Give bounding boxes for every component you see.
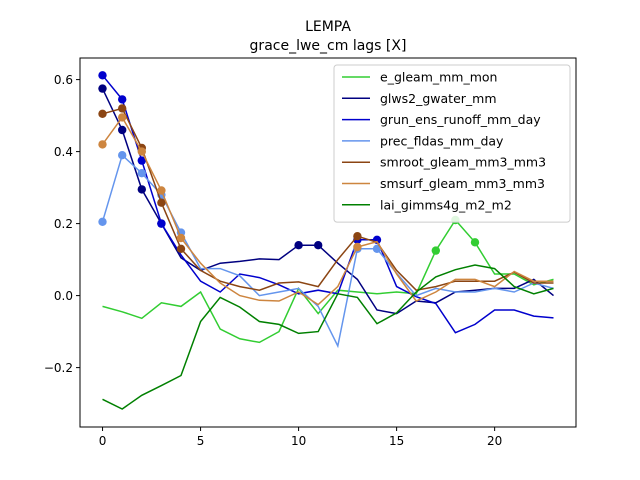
series-line-glws2_gwater_mm xyxy=(101,88,554,315)
x-axis-ticks: 0 5 10 15 20 xyxy=(99,427,502,448)
data-point-glws2_gwater_mm xyxy=(314,241,323,250)
legend: e_gleam_mm_mon glws2_gwater_mm grun_ens_ru… xyxy=(333,64,571,223)
legend-label-glws2_gwater_mm: glws2_gwater_mm xyxy=(380,91,497,106)
data-point-glws2_gwater_mm xyxy=(98,84,107,93)
series-line-prec_fldas_mm_day xyxy=(101,153,554,349)
legend-box xyxy=(333,64,571,223)
legend-label-smsurf_gleam_mm3_mm3: smsurf_gleam_mm3_mm3 xyxy=(380,176,545,191)
data-point-smsurf_gleam_mm3_mm3 xyxy=(118,113,127,122)
y-tick-label: 0.4 xyxy=(54,145,73,159)
data-point-prec_fldas_mm_day xyxy=(118,151,127,160)
data-point-glws2_gwater_mm xyxy=(294,241,303,250)
data-point-e_gleam_mm_mon xyxy=(470,238,480,247)
plot-frame xyxy=(79,57,577,428)
data-point-smroot_gleam_mm3_mm3 xyxy=(118,104,127,113)
series-line-lai_gimms4g_m2_m2 xyxy=(102,264,554,410)
legend-label-grun_ens_runoff_mm_day: grun_ens_runoff_mm_day xyxy=(380,112,541,127)
x-tick-label: 0 xyxy=(99,434,107,448)
data-point-smroot_gleam_mm3_mm3 xyxy=(176,244,186,253)
x-tick-label: 20 xyxy=(487,434,502,448)
data-point-smsurf_gleam_mm3_mm3 xyxy=(137,147,146,156)
x-tick-label: 5 xyxy=(197,434,205,448)
y-tick-label: 0.6 xyxy=(54,73,73,87)
series-line-smsurf_gleam_mm3_mm3 xyxy=(101,116,554,306)
data-point-e_gleam_mm_mon xyxy=(431,246,440,255)
data-point-glws2_gwater_mm xyxy=(137,185,146,194)
data-point-grun_ens_runoff_mm_day xyxy=(137,156,146,165)
data-point-glws2_gwater_mm xyxy=(118,125,127,135)
y-tick-label: 0.2 xyxy=(54,217,73,231)
data-point-smroot_gleam_mm3_mm3 xyxy=(98,109,107,119)
data-point-smsurf_gleam_mm3_mm3 xyxy=(176,233,186,243)
y-tick-label: 0.0 xyxy=(54,289,73,303)
legend-label-lai_gimms4g_m2_m2: lai_gimms4g_m2_m2 xyxy=(380,197,512,212)
x-tick-label: 15 xyxy=(389,434,404,448)
legend-label-smroot_gleam_mm3_mm3: smroot_gleam_mm3_mm3 xyxy=(380,155,546,170)
data-point-grun_ens_runoff_mm_day xyxy=(98,71,107,80)
data-point-prec_fldas_mm_day xyxy=(98,217,107,226)
data-point-grun_ens_runoff_mm_day xyxy=(118,95,127,104)
data-point-smsurf_gleam_mm3_mm3 xyxy=(353,242,362,252)
data-point-smsurf_gleam_mm3_mm3 xyxy=(157,186,166,195)
data-point-grun_ens_runoff_mm_day xyxy=(157,219,166,228)
y-axis-ticks: −0.2 0.0 0.2 0.4 0.6 xyxy=(44,73,80,375)
legend-label-e_gleam_mm_mon: e_gleam_mm_mon xyxy=(380,70,497,85)
data-point-prec_fldas_mm_day xyxy=(137,169,146,178)
data-point-smroot_gleam_mm3_mm3 xyxy=(157,198,166,207)
plot-series xyxy=(98,71,554,410)
chart-title: LEMPA xyxy=(305,19,351,35)
chart-subtitle: grace_lwe_cm lags [X] xyxy=(250,38,407,54)
data-point-smsurf_gleam_mm3_mm3 xyxy=(98,140,107,149)
legend-label-prec_fldas_mm_day: prec_fldas_mm_day xyxy=(380,133,504,148)
series-line-e_gleam_mm_mon xyxy=(102,218,554,344)
data-point-smroot_gleam_mm3_mm3 xyxy=(353,232,362,241)
y-tick-label: −0.2 xyxy=(44,361,73,375)
x-tick-label: 10 xyxy=(291,434,306,448)
data-point-prec_fldas_mm_day xyxy=(372,244,382,253)
